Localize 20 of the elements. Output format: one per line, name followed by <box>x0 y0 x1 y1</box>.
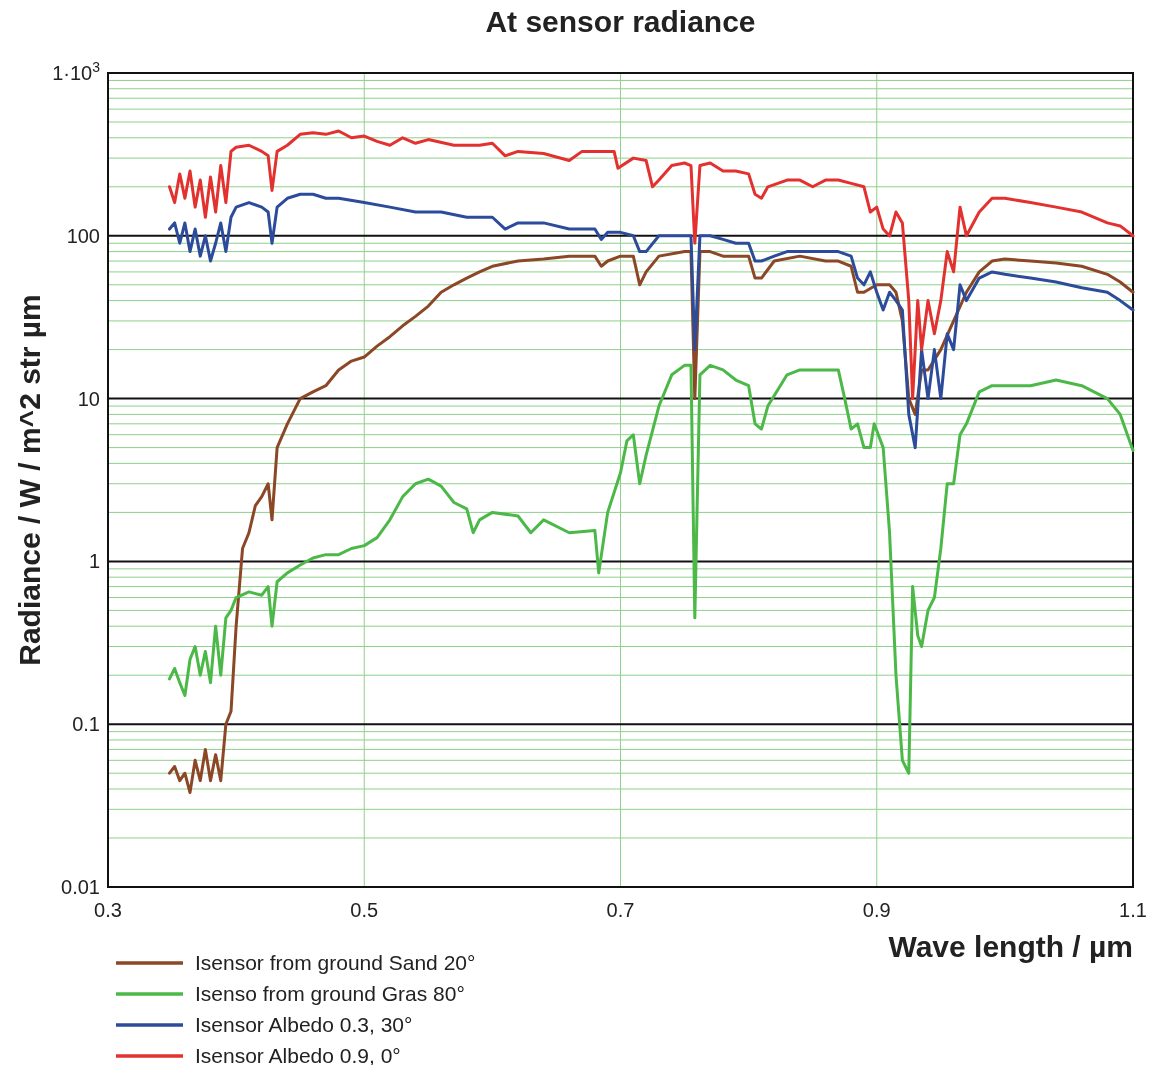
x-axis-title: Wave length / µm <box>888 930 1133 963</box>
y-tick-label: 1 <box>88 550 100 573</box>
legend-label: Isensor Albedo 0.3, 30° <box>195 1013 413 1037</box>
x-tick-label: 0.7 <box>606 899 635 921</box>
y-tick-label: 10 <box>77 387 100 410</box>
x-tick-label: 0.3 <box>94 899 122 921</box>
y-tick-label: 0.1 <box>72 713 100 736</box>
y-tick-label: 100 <box>66 224 100 247</box>
y-tick-label: 0.01 <box>61 876 100 898</box>
x-tick-label: 1.1 <box>1119 899 1147 921</box>
x-tick-label: 0.9 <box>862 899 891 921</box>
line-series <box>168 129 1135 401</box>
y-axis-title: Radiance / W / m^2 str µm <box>13 294 46 666</box>
line-series <box>168 192 1135 450</box>
legend-label: Isensor from ground Sand 20° <box>195 951 476 975</box>
x-tick-label: 0.5 <box>350 899 379 921</box>
y-tick-label: 1·10$^{3}$ <box>52 59 101 84</box>
legend-label: Isenso from ground Gras 80° <box>195 982 465 1006</box>
chart-title: At sensor radiance <box>485 5 756 38</box>
line-series <box>168 363 1135 775</box>
